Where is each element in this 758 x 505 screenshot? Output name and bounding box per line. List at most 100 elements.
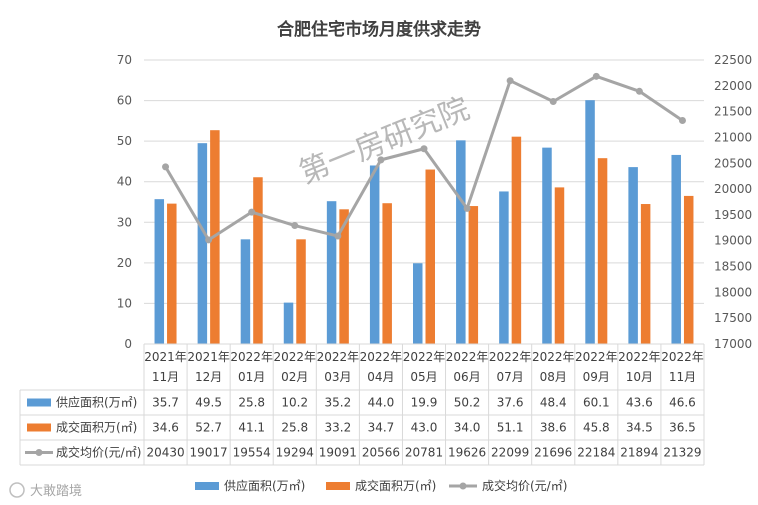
bar-sales [296, 239, 306, 344]
right-axis-tick-label: 22000 [714, 79, 752, 93]
category-month-label: 05月 [410, 370, 437, 384]
table-cell-value: 20781 [405, 446, 443, 460]
bar-supply [585, 100, 595, 344]
table-cell-value: 10.2 [281, 396, 308, 410]
category-year-label: 2022年 [661, 350, 704, 364]
table-cell-value: 33.2 [324, 421, 351, 435]
right-axis-tick-label: 18500 [714, 260, 752, 274]
chart-title: 合肥住宅市场月度供求走势 [277, 19, 481, 40]
bar-supply [283, 302, 294, 344]
table-cell-value: 20430 [146, 446, 184, 460]
table-cell-value: 44.0 [368, 396, 395, 410]
category-year-label: 2022年 [489, 350, 532, 364]
table-cell-value: 25.8 [281, 421, 308, 435]
bar-supply [413, 263, 423, 344]
right-axis-tick-label: 21500 [714, 105, 752, 119]
bar-supply [456, 140, 466, 344]
left-axis-tick-label: 60 [117, 94, 132, 108]
table-cell-value: 37.6 [497, 396, 524, 410]
bar-sales [425, 169, 435, 344]
bar-supply [240, 239, 251, 344]
left-axis-tick-label: 50 [117, 134, 132, 148]
legend-swatch [326, 482, 350, 490]
table-series-name: 成交面积万(㎡) [56, 420, 137, 435]
source-mark: 大敢踏境 [9, 482, 82, 499]
category-year-label: 2022年 [446, 350, 489, 364]
legend-label: 成交均价(元/㎡) [482, 478, 567, 493]
table-cell-value: 21329 [663, 446, 701, 460]
table-series-name: 供应面积(万㎡) [56, 395, 137, 410]
bar-sales [597, 158, 608, 344]
left-axis-tick-label: 0 [124, 337, 132, 351]
bar-sales [468, 206, 479, 344]
bar-supply [326, 201, 337, 344]
left-axis-tick-label: 40 [117, 175, 132, 189]
category-year-label: 2022年 [317, 350, 360, 364]
bar-sales [253, 177, 263, 344]
price-point [291, 222, 299, 230]
right-axis-tick-label: 20000 [714, 182, 752, 196]
table-cell-value: 46.6 [669, 396, 696, 410]
legend-label: 供应面积(万㎡) [224, 478, 305, 493]
legend: 供应面积(万㎡) 成交面积万(㎡) 成交均价(元/㎡) [195, 478, 567, 493]
table-cell-value: 22184 [577, 446, 615, 460]
right-axis-tick-label: 20500 [714, 156, 752, 170]
right-axis-tick-label: 21000 [714, 130, 752, 144]
category-year-label: 2022年 [575, 350, 618, 364]
price-point [162, 163, 170, 171]
right-axis-ticks: 17000 17500 18000 18500 19000 19500 20000 20500… [714, 53, 752, 351]
price-point [205, 236, 213, 244]
right-axis-tick-label: 17500 [714, 311, 752, 325]
table-cell-value: 43.6 [626, 396, 653, 410]
category-month-label: 12月 [195, 370, 222, 384]
table-series-name: 成交均价(元/㎡) [56, 445, 141, 460]
category-month-label: 11月 [669, 370, 696, 384]
bar-supply [369, 165, 380, 344]
table-cell-value: 45.8 [583, 421, 610, 435]
table-cell-value: 25.8 [238, 396, 265, 410]
bar-supply [628, 167, 638, 344]
table-cell-value: 35.7 [152, 396, 179, 410]
category-year-label: 2022年 [403, 350, 446, 364]
category-month-label: 04月 [367, 370, 394, 384]
right-axis-tick-label: 22500 [714, 53, 752, 67]
table-cell-value: 20566 [362, 446, 400, 460]
price-point [592, 72, 600, 80]
right-axis-tick-label: 19500 [714, 208, 752, 222]
category-month-label: 03月 [324, 370, 351, 384]
right-axis-tick-label: 17000 [714, 337, 752, 351]
source-mark-text: 大敢踏境 [30, 484, 82, 499]
category-month-label: 06月 [453, 370, 480, 384]
table-cell-value: 48.4 [540, 396, 567, 410]
category-year-label: 2022年 [273, 350, 316, 364]
table-legend-swatch [27, 423, 51, 432]
category-year-label: 2022年 [618, 350, 661, 364]
bar-supply [542, 147, 552, 344]
legend-label: 成交面积万(㎡) [355, 478, 436, 493]
table-legend-marker [35, 449, 43, 456]
bar-sales [339, 209, 349, 344]
table-cell-value: 21894 [620, 446, 658, 460]
price-point [334, 232, 342, 240]
category-year-label: 2021年 [144, 350, 187, 364]
table-cell-value: 50.2 [454, 396, 481, 410]
source-logo-icon [9, 482, 25, 498]
legend-swatch [195, 482, 219, 490]
price-point [678, 116, 686, 124]
price-point [420, 145, 428, 153]
left-axis-tick-label: 20 [117, 256, 132, 270]
left-axis-tick-label: 70 [117, 53, 132, 67]
table-cell-value: 34.0 [454, 421, 481, 435]
category-year-label: 2022年 [532, 350, 575, 364]
table-cell-value: 19554 [233, 446, 271, 460]
table-cell-value: 35.2 [324, 396, 351, 410]
category-month-label: 07月 [497, 370, 524, 384]
table-cell-value: 49.5 [195, 396, 222, 410]
bar-supply [154, 199, 165, 344]
bar-sales [640, 204, 651, 344]
table-cell-value: 19.9 [411, 396, 438, 410]
table-cell-value: 38.6 [540, 421, 567, 435]
table-cell-value: 52.7 [195, 421, 222, 435]
table-cell-value: 60.1 [583, 396, 610, 410]
table-legend-swatch [27, 398, 51, 407]
